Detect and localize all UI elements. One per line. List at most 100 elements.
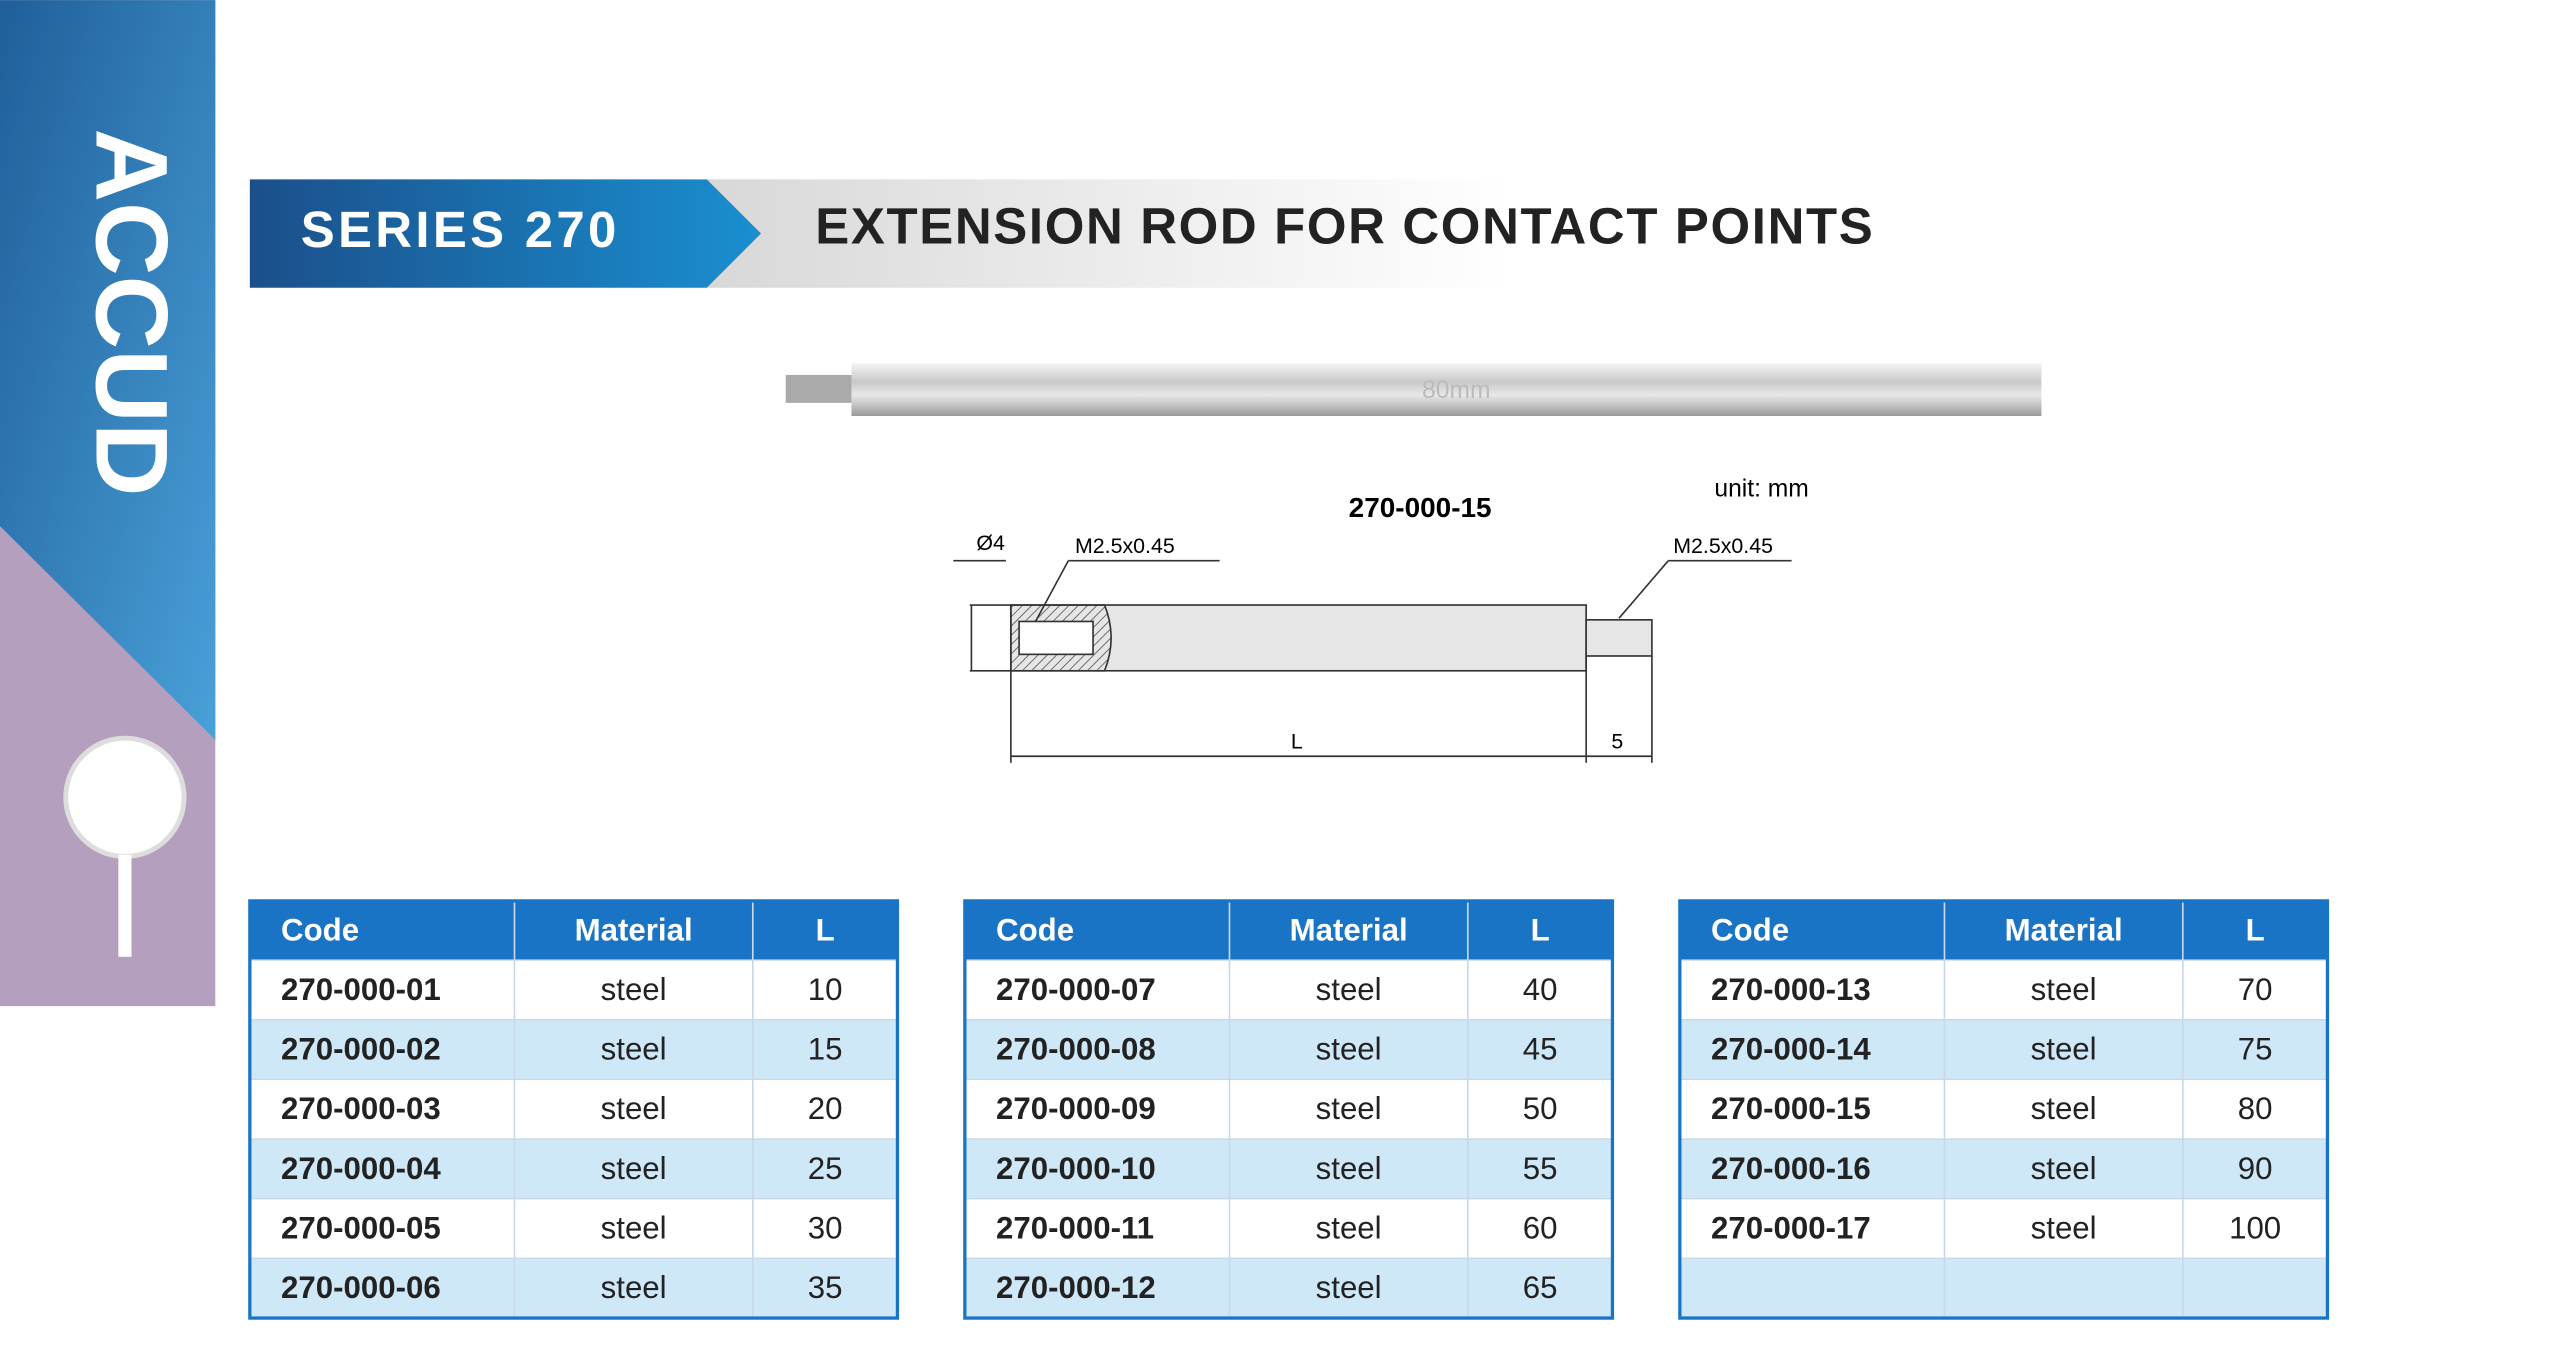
table-row-bg bbox=[964, 1257, 1614, 1319]
technical-drawing bbox=[953, 559, 1792, 763]
table-row-bg bbox=[249, 1198, 899, 1260]
table-row-bg bbox=[1679, 1019, 2329, 1081]
length: 30 bbox=[808, 1210, 843, 1245]
column-header: Code bbox=[281, 912, 359, 947]
table-header-bg bbox=[1679, 900, 2328, 961]
code: 270-000-01 bbox=[281, 972, 441, 1007]
material: steel bbox=[2031, 1031, 2097, 1066]
material: steel bbox=[2031, 1151, 2097, 1186]
table-row-bg bbox=[249, 1138, 899, 1200]
table-row-bg bbox=[249, 959, 899, 1021]
tables: Code Material L 270-000-01 steel 10 270-000-02… bbox=[248, 899, 2330, 1320]
banner bbox=[249, 179, 762, 288]
drawing-code: 270-000-15 bbox=[1349, 492, 1492, 523]
column-header: L bbox=[1531, 912, 1550, 947]
code: 270-000-10 bbox=[996, 1151, 1156, 1186]
thread-left: M2.5x0.45 bbox=[1075, 534, 1175, 558]
length: 10 bbox=[808, 972, 843, 1007]
title: EXTENSION ROD FOR CONTACT POINTS bbox=[815, 198, 1874, 255]
column-header: Material bbox=[2005, 912, 2123, 947]
material: steel bbox=[2031, 1091, 2097, 1126]
length: 40 bbox=[1523, 972, 1558, 1007]
thread-right: M2.5x0.45 bbox=[1673, 534, 1773, 558]
length: 70 bbox=[2238, 972, 2273, 1007]
table-border bbox=[963, 899, 1615, 1320]
series: SERIES 270 bbox=[301, 201, 620, 258]
rod-label: 80mm bbox=[1422, 377, 1490, 404]
rod-thread bbox=[785, 374, 855, 403]
table-header-bg bbox=[964, 900, 1613, 961]
length: 20 bbox=[808, 1091, 843, 1126]
material: steel bbox=[1316, 1091, 1382, 1126]
diameter: Ø4 bbox=[976, 531, 1005, 555]
table-header-bg bbox=[249, 900, 898, 961]
column-header: L bbox=[2246, 912, 2265, 947]
length: 50 bbox=[1523, 1091, 1558, 1126]
material: steel bbox=[601, 972, 667, 1007]
code: 270-000-05 bbox=[281, 1210, 441, 1245]
length: 15 bbox=[808, 1031, 843, 1066]
length: 35 bbox=[808, 1270, 843, 1305]
length: 55 bbox=[1523, 1151, 1558, 1186]
table-row-bg bbox=[964, 1138, 1614, 1200]
table-row-bg bbox=[249, 1257, 899, 1319]
material: steel bbox=[1316, 1151, 1382, 1186]
material: steel bbox=[1316, 1031, 1382, 1066]
code: 270-000-14 bbox=[1711, 1031, 1871, 1066]
sidebar-photo bbox=[0, 0, 216, 740]
material: steel bbox=[2031, 972, 2097, 1007]
table-row-bg bbox=[249, 1019, 899, 1081]
code: 270-000-17 bbox=[1711, 1210, 1871, 1245]
material: steel bbox=[1316, 1210, 1382, 1245]
column-header: L bbox=[816, 912, 835, 947]
length: 100 bbox=[2229, 1210, 2281, 1245]
thread-length: 5 bbox=[1611, 730, 1623, 754]
table-border bbox=[1678, 899, 2330, 1320]
material: steel bbox=[601, 1210, 667, 1245]
gauge-stem bbox=[118, 854, 132, 957]
code: 270-000-06 bbox=[281, 1270, 441, 1305]
column-header: Code bbox=[996, 912, 1074, 947]
table-row-bg bbox=[964, 1198, 1614, 1260]
length: 60 bbox=[1523, 1210, 1558, 1245]
material: steel bbox=[601, 1091, 667, 1126]
code: 270-000-03 bbox=[281, 1091, 441, 1126]
material: steel bbox=[1316, 972, 1382, 1007]
material: steel bbox=[601, 1151, 667, 1186]
table-border bbox=[248, 899, 900, 1320]
table-row-bg bbox=[1679, 959, 2329, 1021]
length: 90 bbox=[2238, 1151, 2273, 1186]
banner-bg bbox=[706, 179, 1513, 288]
code: 270-000-02 bbox=[281, 1031, 441, 1066]
code: 270-000-12 bbox=[996, 1270, 1156, 1305]
length: 80 bbox=[2238, 1091, 2273, 1126]
column-header: Material bbox=[575, 912, 693, 947]
column-header: Code bbox=[1711, 912, 1789, 947]
code: 270-000-16 bbox=[1711, 1151, 1871, 1186]
table-row-bg bbox=[1679, 1198, 2329, 1260]
gauge-icon bbox=[63, 735, 187, 859]
code: 270-000-09 bbox=[996, 1091, 1156, 1126]
length: 65 bbox=[1523, 1270, 1558, 1305]
unit: unit: mm bbox=[1714, 475, 1808, 502]
length-label: L bbox=[1291, 730, 1303, 754]
rod-photo bbox=[851, 363, 2042, 417]
brand: ACCUD bbox=[74, 128, 188, 496]
code: 270-000-07 bbox=[996, 972, 1156, 1007]
code: 270-000-08 bbox=[996, 1031, 1156, 1066]
table-row-bg bbox=[964, 1019, 1614, 1081]
material: steel bbox=[601, 1031, 667, 1066]
table-row-bg bbox=[1679, 1257, 2329, 1319]
length: 75 bbox=[2238, 1031, 2273, 1066]
code: 270-000-15 bbox=[1711, 1091, 1871, 1126]
code: 270-000-11 bbox=[996, 1210, 1154, 1245]
table-row-bg bbox=[1679, 1078, 2329, 1140]
code: 270-000-04 bbox=[281, 1151, 441, 1186]
length: 25 bbox=[808, 1151, 843, 1186]
material: steel bbox=[1316, 1270, 1382, 1305]
code: 270-000-13 bbox=[1711, 972, 1871, 1007]
material: steel bbox=[601, 1270, 667, 1305]
column-header: Material bbox=[1290, 912, 1408, 947]
